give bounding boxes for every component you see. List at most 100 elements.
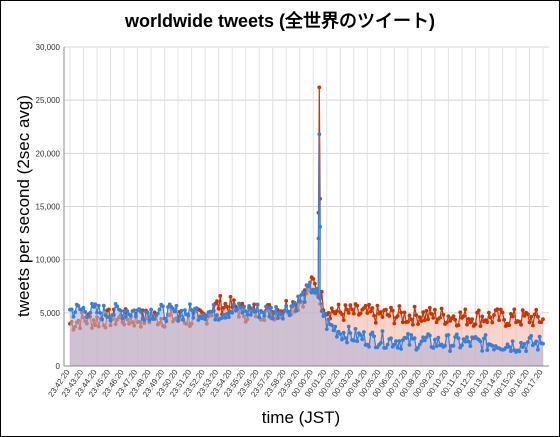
series-0-point bbox=[218, 294, 223, 298]
series-1-point bbox=[174, 303, 179, 308]
series-1-point bbox=[242, 304, 246, 309]
series-1-point bbox=[284, 303, 289, 308]
series-1-point bbox=[247, 304, 252, 308]
series-1-point bbox=[308, 280, 312, 285]
series-1-point bbox=[155, 311, 160, 316]
series-1-point bbox=[536, 347, 540, 352]
series-0-point bbox=[463, 307, 468, 312]
series-1-point bbox=[483, 333, 488, 337]
series-0-point bbox=[267, 303, 272, 307]
series-1-point bbox=[253, 309, 258, 314]
series-1-point bbox=[367, 344, 371, 349]
series-0-point bbox=[358, 311, 363, 316]
series-1-point bbox=[255, 302, 260, 307]
series-0-point bbox=[365, 311, 370, 315]
series-0-point bbox=[444, 320, 449, 325]
series-1-point bbox=[490, 343, 495, 348]
series-0-point bbox=[476, 308, 481, 313]
series-0-point bbox=[451, 314, 456, 319]
series-0-point bbox=[329, 306, 334, 311]
series-1-point bbox=[297, 299, 302, 304]
series-0-point bbox=[411, 322, 415, 327]
series-0-point bbox=[448, 319, 452, 323]
series-0-point bbox=[223, 301, 228, 306]
series-1-point bbox=[76, 304, 81, 308]
series-1-point bbox=[149, 307, 154, 312]
series-1-point bbox=[281, 316, 285, 321]
series-0-point bbox=[348, 303, 353, 307]
series-1-point bbox=[272, 310, 277, 315]
series-0-point bbox=[232, 298, 236, 302]
series-1-point bbox=[422, 338, 427, 343]
series-1-point bbox=[343, 336, 348, 340]
series-1-point bbox=[221, 312, 226, 317]
series-1-point bbox=[93, 302, 98, 307]
series-1-point bbox=[314, 286, 319, 291]
series-1-point bbox=[83, 310, 88, 314]
series-1-point bbox=[199, 316, 204, 321]
series-1-point bbox=[319, 309, 324, 313]
series-1-point bbox=[394, 339, 398, 343]
series-1-point bbox=[181, 318, 186, 322]
series-0-point bbox=[438, 315, 442, 320]
series-1-point bbox=[419, 339, 424, 344]
series-1-point bbox=[348, 331, 353, 335]
series-1-point bbox=[454, 332, 459, 337]
series-1-point bbox=[318, 296, 322, 301]
series-1-point bbox=[245, 313, 250, 317]
series-1-point bbox=[98, 311, 103, 315]
x-axis-label: time (JST) bbox=[262, 408, 340, 427]
series-0-point bbox=[402, 310, 407, 315]
series-1-point bbox=[107, 315, 111, 319]
series-1-point bbox=[152, 317, 157, 321]
series-1-point bbox=[211, 303, 216, 307]
series-1-point bbox=[189, 308, 194, 312]
series-1-point bbox=[115, 304, 120, 309]
series-1-point bbox=[463, 339, 468, 344]
series-0-point bbox=[500, 310, 505, 315]
series-1-point bbox=[522, 342, 527, 346]
series-1-point bbox=[509, 349, 513, 353]
series-0-point bbox=[456, 323, 461, 328]
series-0-point bbox=[373, 320, 378, 325]
series-1-point bbox=[73, 310, 77, 315]
series-0-point bbox=[426, 317, 430, 322]
series-1-point bbox=[210, 309, 214, 314]
series-0-point bbox=[498, 307, 503, 312]
series-1-point bbox=[235, 307, 240, 312]
series-0-point bbox=[378, 310, 383, 314]
series-1-point bbox=[311, 287, 316, 292]
series-1-point bbox=[269, 305, 273, 310]
series-1-point bbox=[421, 335, 425, 340]
series-1-point bbox=[358, 333, 363, 337]
series-1-point bbox=[100, 317, 104, 322]
series-1-point bbox=[270, 316, 275, 321]
series-0-point bbox=[502, 317, 506, 322]
series-1-point bbox=[260, 310, 265, 315]
series-1-point bbox=[238, 305, 243, 310]
series-1-point bbox=[362, 330, 366, 334]
series-1-point bbox=[162, 316, 167, 321]
series-1-point bbox=[351, 338, 356, 343]
series-1-point bbox=[172, 309, 177, 314]
series-0-point bbox=[468, 320, 473, 325]
series-1-point bbox=[478, 339, 483, 344]
series-1-point bbox=[372, 334, 376, 339]
series-1-point bbox=[301, 290, 305, 294]
y-tick-label: 30,000 bbox=[36, 43, 61, 52]
series-0-point bbox=[221, 305, 226, 310]
series-0-point bbox=[409, 317, 414, 322]
series-1-point bbox=[360, 337, 365, 342]
series-1-point bbox=[409, 333, 414, 337]
series-1-point bbox=[294, 308, 299, 313]
series-1-point bbox=[417, 342, 422, 347]
series-1-point bbox=[81, 305, 86, 310]
y-tick-label: 25,000 bbox=[36, 96, 61, 105]
series-0-point bbox=[343, 303, 348, 308]
series-1-point bbox=[341, 330, 346, 335]
series-0-point bbox=[419, 319, 424, 323]
series-0-point bbox=[351, 311, 356, 316]
series-1-point bbox=[384, 346, 388, 350]
